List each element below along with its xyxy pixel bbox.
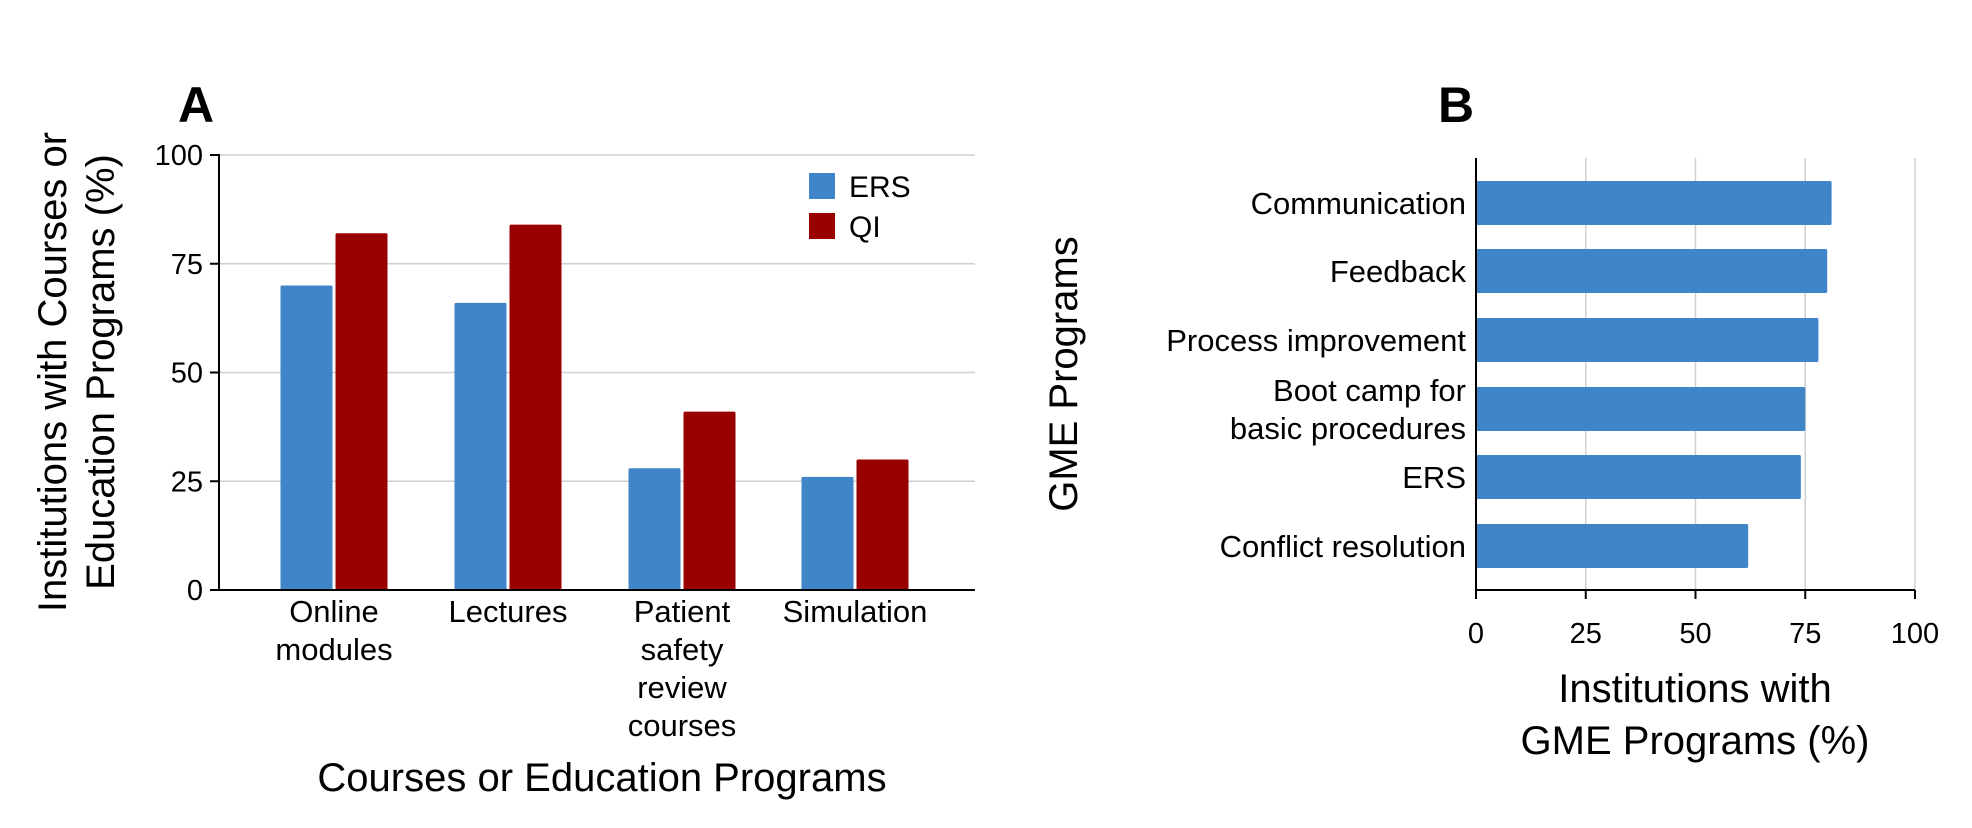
panel-b-category-label: ERS	[1402, 460, 1466, 495]
panel-a-x-axis-title: Courses or Education Programs	[317, 756, 886, 800]
panel-a-category-label: Lectures	[449, 594, 568, 629]
panel-b-x-tick-label: 75	[1789, 618, 1821, 650]
panel-a-bar-ers	[454, 302, 507, 590]
panel-b-x-tick-label: 0	[1468, 618, 1484, 650]
panel-b-chart: B 0 25 50 75 100 Communication Feedback Process …	[1042, 77, 1939, 763]
panel-a-bar-ers	[801, 476, 854, 590]
panel-b-bar	[1476, 455, 1801, 499]
panel-a-y-axis-title: Institutions with Courses or Education Pr…	[31, 132, 123, 612]
panel-a-bar-ers	[628, 468, 681, 590]
panel-a-bar-qi	[683, 411, 736, 590]
panel-b-x-tick-label: 25	[1570, 618, 1602, 650]
panel-b-letter: B	[1438, 77, 1474, 133]
panel-b-category-label: Boot camp for basic procedures	[1230, 373, 1466, 446]
panel-a-y-tick-label: 75	[171, 249, 203, 281]
panel-b-bar	[1476, 524, 1749, 568]
panel-b-x-axis-title: Institutions with GME Programs (%)	[1521, 667, 1870, 763]
panel-b-category-label: Feedback	[1330, 254, 1467, 289]
panel-a-legend-label-ers: ERS	[849, 171, 911, 204]
panel-b-bar	[1476, 318, 1819, 362]
panel-a-letter: A	[178, 77, 214, 133]
panel-b-bar	[1476, 387, 1806, 431]
panel-b-bar	[1476, 181, 1832, 225]
panel-a-bar-qi	[509, 224, 562, 590]
panel-a-chart: A 0 25 50 75 100 Online modules Lectures Patient s…	[31, 77, 975, 800]
panel-a-bar-ers	[280, 285, 333, 590]
panel-a-bar-qi	[856, 459, 909, 590]
panel-b-category-label: Conflict resolution	[1220, 529, 1466, 564]
panel-b-y-axis-title: GME Programs	[1042, 236, 1086, 512]
panel-b-category-label: Process improvement	[1166, 323, 1466, 358]
panel-a-y-tick-label: 50	[171, 358, 203, 390]
panel-a-legend-swatch-qi	[809, 213, 835, 239]
panel-a-legend-swatch-ers	[809, 173, 835, 199]
panel-a-category-label: Simulation	[783, 594, 928, 629]
panel-b-bar	[1476, 249, 1828, 293]
panel-a-bar-qi	[335, 233, 388, 591]
panel-b-x-tick-label: 50	[1679, 618, 1711, 650]
panel-a-category-label: Patient safety review courses	[628, 594, 737, 743]
panel-a-y-tick-label: 0	[187, 575, 203, 607]
panel-b-x-tick-label: 100	[1891, 618, 1939, 650]
panel-a-category-label: Online modules	[275, 594, 392, 667]
panel-a-legend-label-qi: QI	[849, 211, 881, 244]
panel-a-y-tick-label: 25	[171, 466, 203, 498]
panel-b-category-label: Communication	[1251, 186, 1466, 221]
panel-a-y-tick-label: 100	[155, 140, 203, 172]
